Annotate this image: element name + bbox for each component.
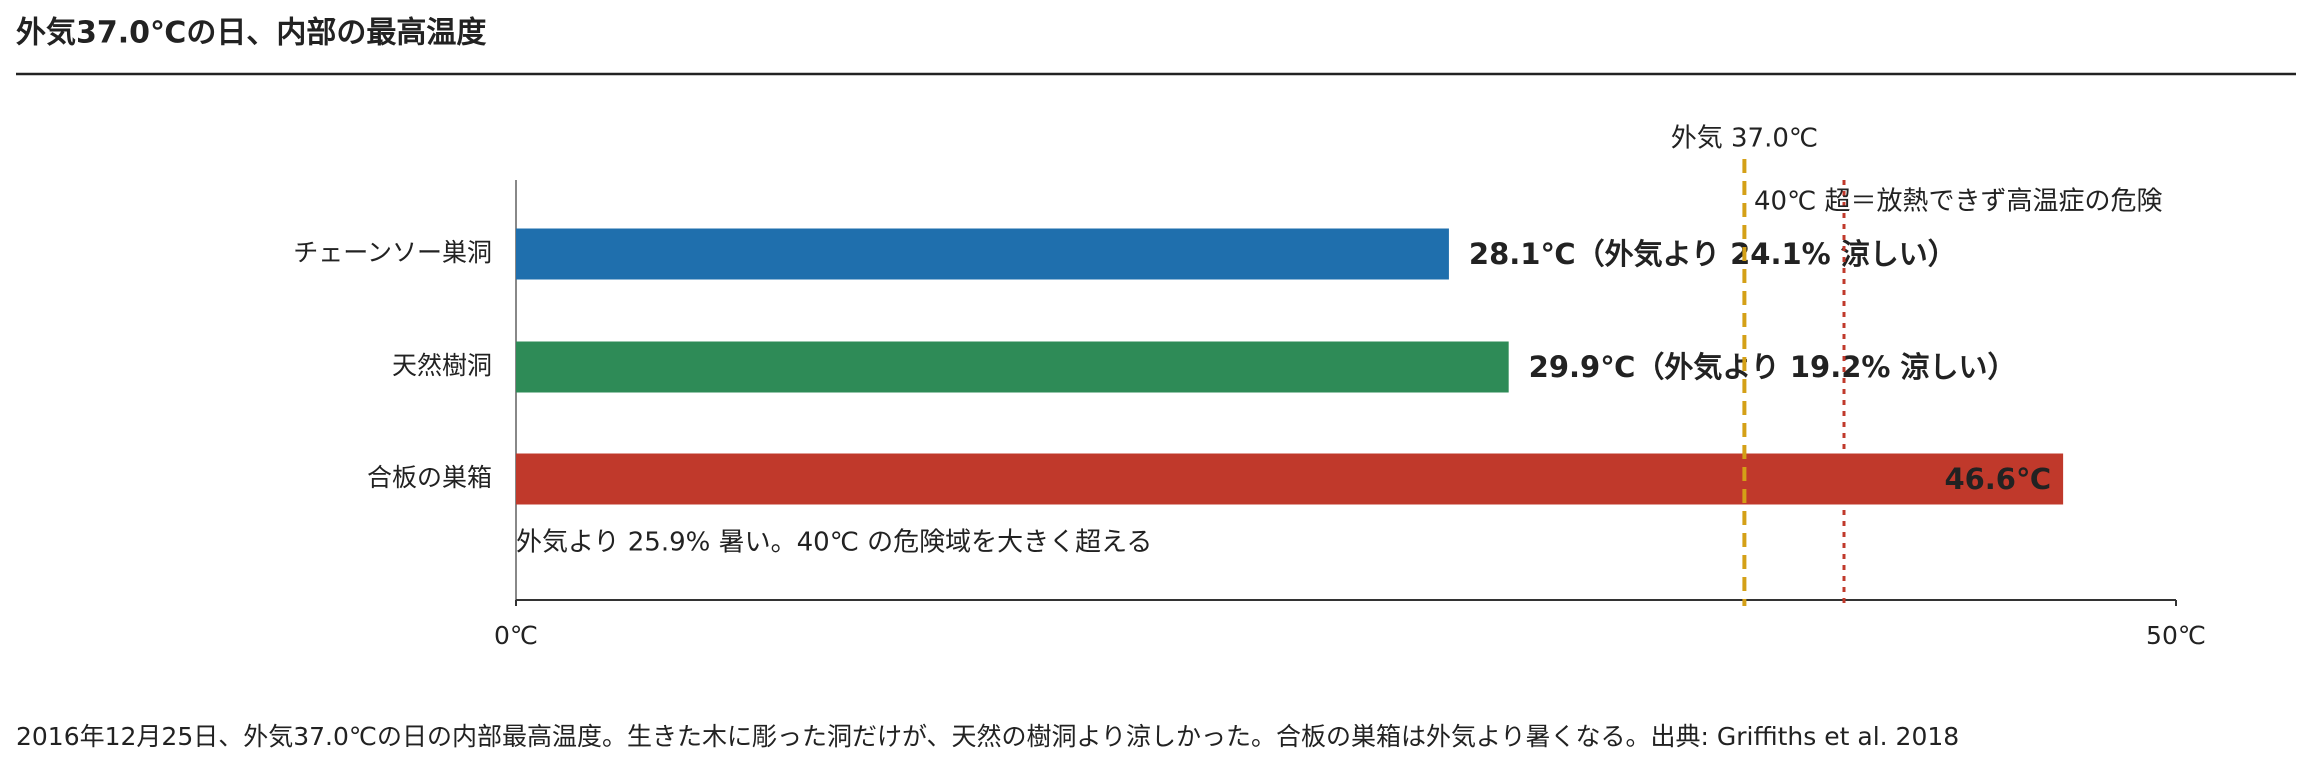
chart-title: 外気37.0℃の日、内部の最高温度 bbox=[16, 16, 486, 51]
value-label: 29.9℃（外気より 19.2% 涼しい） bbox=[1529, 350, 2017, 384]
reference-label: 外気 37.0℃ bbox=[1671, 124, 1818, 154]
caption: 2016年12月25日、外気37.0℃の日の内部最高温度。生きた木に彫った洞だけ… bbox=[16, 722, 1959, 751]
bar bbox=[516, 341, 1509, 393]
annotation: 外気より 25.9% 暑い。40℃ の危険域を大きく超える bbox=[516, 528, 1152, 558]
y-tick-label: チェーンソー巣洞 bbox=[293, 238, 492, 267]
x-tick-label: 0℃ bbox=[494, 621, 538, 650]
reference-label: 40℃ 超＝放熱できず高温症の危険 bbox=[1754, 187, 2163, 217]
value-label: 28.1℃（外気より 24.1% 涼しい） bbox=[1469, 237, 1957, 271]
bar bbox=[516, 453, 2064, 505]
x-tick-label: 50℃ bbox=[2146, 621, 2206, 650]
y-tick-label: 天然樹洞 bbox=[392, 351, 492, 380]
bar bbox=[516, 228, 1449, 280]
value-label: 46.6℃ bbox=[1944, 462, 2051, 496]
y-tick-label: 合板の巣箱 bbox=[367, 463, 492, 492]
